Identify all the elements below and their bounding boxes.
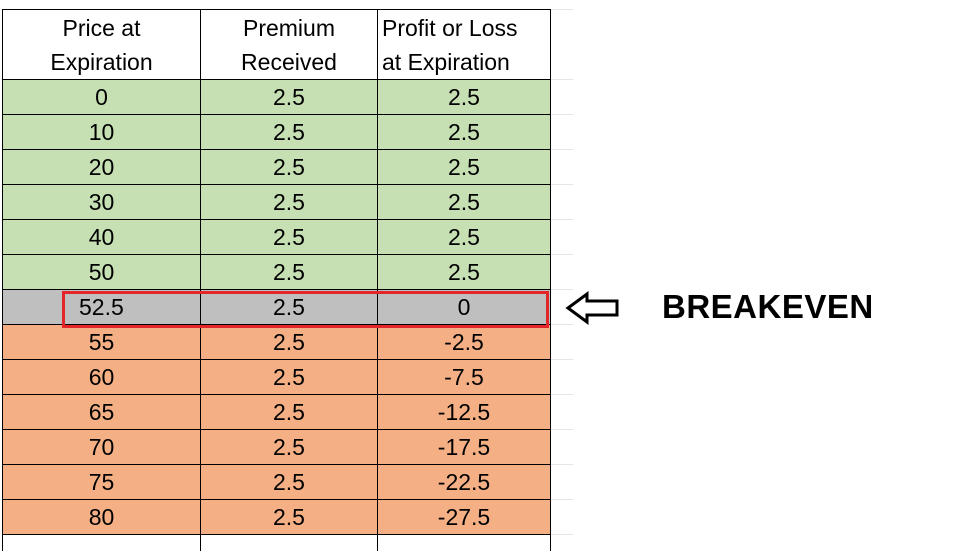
table-row: 50 2.5 2.5 — [2, 254, 551, 290]
sheet-gridline — [551, 9, 573, 10]
header-line: at Expiration — [382, 48, 510, 75]
sheet-gridline — [551, 359, 573, 360]
sheet-gridline — [551, 499, 573, 500]
premium-cell[interactable]: 2.5 — [200, 499, 378, 535]
profit-loss-cell[interactable]: 2.5 — [377, 184, 551, 220]
payoff-table: Price at Expiration Premium Received Pro… — [2, 9, 551, 551]
table-row: 10 2.5 2.5 — [2, 114, 551, 150]
premium-cell[interactable]: 2.5 — [200, 79, 378, 115]
header-premium-received[interactable]: Premium Received — [200, 9, 378, 80]
premium-cell[interactable]: 2.5 — [200, 184, 378, 220]
breakeven-row: 52.5 2.5 0 — [2, 289, 551, 325]
price-cell[interactable]: 65 — [2, 394, 201, 430]
premium-cell[interactable]: 2.5 — [200, 429, 378, 465]
price-cell[interactable]: 80 — [2, 499, 201, 535]
sheet-gridline — [551, 114, 573, 115]
premium-cell[interactable]: 2.5 — [200, 324, 378, 360]
payoff-table-body: Price at Expiration Premium Received Pro… — [2, 9, 551, 551]
profit-loss-cell[interactable]: 2.5 — [377, 79, 551, 115]
premium-cell[interactable]: 2.5 — [200, 219, 378, 255]
sheet-gridline — [551, 534, 573, 535]
profit-loss-cell[interactable]: 0 — [377, 289, 551, 325]
header-profit-or-loss[interactable]: Profit or Loss at Expiration — [377, 9, 551, 80]
price-cell[interactable]: 75 — [2, 464, 201, 500]
header-line: Price at — [62, 14, 141, 41]
table-row: 80 2.5 -27.5 — [2, 499, 551, 535]
sheet-gridline — [551, 79, 573, 80]
header-line: Premium — [242, 14, 335, 41]
empty-cell[interactable] — [2, 534, 201, 551]
sheet-gridline — [551, 464, 573, 465]
profit-loss-cell[interactable]: -2.5 — [377, 324, 551, 360]
price-cell[interactable]: 40 — [2, 219, 201, 255]
premium-cell[interactable]: 2.5 — [200, 464, 378, 500]
profit-loss-cell[interactable]: 2.5 — [377, 219, 551, 255]
sheet-gridline — [551, 219, 573, 220]
price-cell[interactable]: 50 — [2, 254, 201, 290]
header-line: Profit or Loss — [382, 14, 518, 41]
header-row: Price at Expiration Premium Received Pro… — [2, 9, 551, 80]
sheet-gridline — [551, 289, 573, 290]
premium-cell[interactable]: 2.5 — [200, 254, 378, 290]
price-cell[interactable]: 60 — [2, 359, 201, 395]
empty-cell[interactable] — [377, 534, 551, 551]
header-line: Expiration — [50, 48, 153, 75]
table-row: 0 2.5 2.5 — [2, 79, 551, 115]
empty-cell[interactable] — [200, 534, 378, 551]
price-cell[interactable]: 10 — [2, 114, 201, 150]
sheet-gridline — [551, 149, 573, 150]
table-row: 65 2.5 -12.5 — [2, 394, 551, 430]
profit-loss-cell[interactable]: -22.5 — [377, 464, 551, 500]
table-row: 20 2.5 2.5 — [2, 149, 551, 185]
profit-loss-cell[interactable]: -17.5 — [377, 429, 551, 465]
profit-loss-cell[interactable]: -7.5 — [377, 359, 551, 395]
sheet-gridline — [551, 394, 573, 395]
premium-cell[interactable]: 2.5 — [200, 289, 378, 325]
breakeven-label: BREAKEVEN — [662, 288, 874, 325]
profit-loss-cell[interactable]: 2.5 — [377, 254, 551, 290]
table-row: 70 2.5 -17.5 — [2, 429, 551, 465]
price-cell[interactable]: 52.5 — [2, 289, 201, 325]
price-cell[interactable]: 70 — [2, 429, 201, 465]
profit-loss-cell[interactable]: -12.5 — [377, 394, 551, 430]
header-line: Received — [241, 48, 337, 75]
premium-cell[interactable]: 2.5 — [200, 149, 378, 185]
premium-cell[interactable]: 2.5 — [200, 394, 378, 430]
price-cell[interactable]: 0 — [2, 79, 201, 115]
table-row: 55 2.5 -2.5 — [2, 324, 551, 360]
sheet-gridline — [551, 429, 573, 430]
sheet-gridline — [551, 184, 573, 185]
price-cell[interactable]: 20 — [2, 149, 201, 185]
table-row: 60 2.5 -7.5 — [2, 359, 551, 395]
premium-cell[interactable]: 2.5 — [200, 359, 378, 395]
table-row: 40 2.5 2.5 — [2, 219, 551, 255]
profit-loss-cell[interactable]: -27.5 — [377, 499, 551, 535]
price-cell[interactable]: 55 — [2, 324, 201, 360]
header-price-at-expiration[interactable]: Price at Expiration — [2, 9, 201, 80]
left-arrow-outline-icon — [565, 291, 619, 325]
sheet-gridline — [551, 254, 573, 255]
price-cell[interactable]: 30 — [2, 184, 201, 220]
premium-cell[interactable]: 2.5 — [200, 114, 378, 150]
profit-loss-cell[interactable]: 2.5 — [377, 149, 551, 185]
sheet-gridline — [551, 324, 573, 325]
empty-row — [2, 534, 551, 551]
profit-loss-cell[interactable]: 2.5 — [377, 114, 551, 150]
table-row: 30 2.5 2.5 — [2, 184, 551, 220]
table-row: 75 2.5 -22.5 — [2, 464, 551, 500]
